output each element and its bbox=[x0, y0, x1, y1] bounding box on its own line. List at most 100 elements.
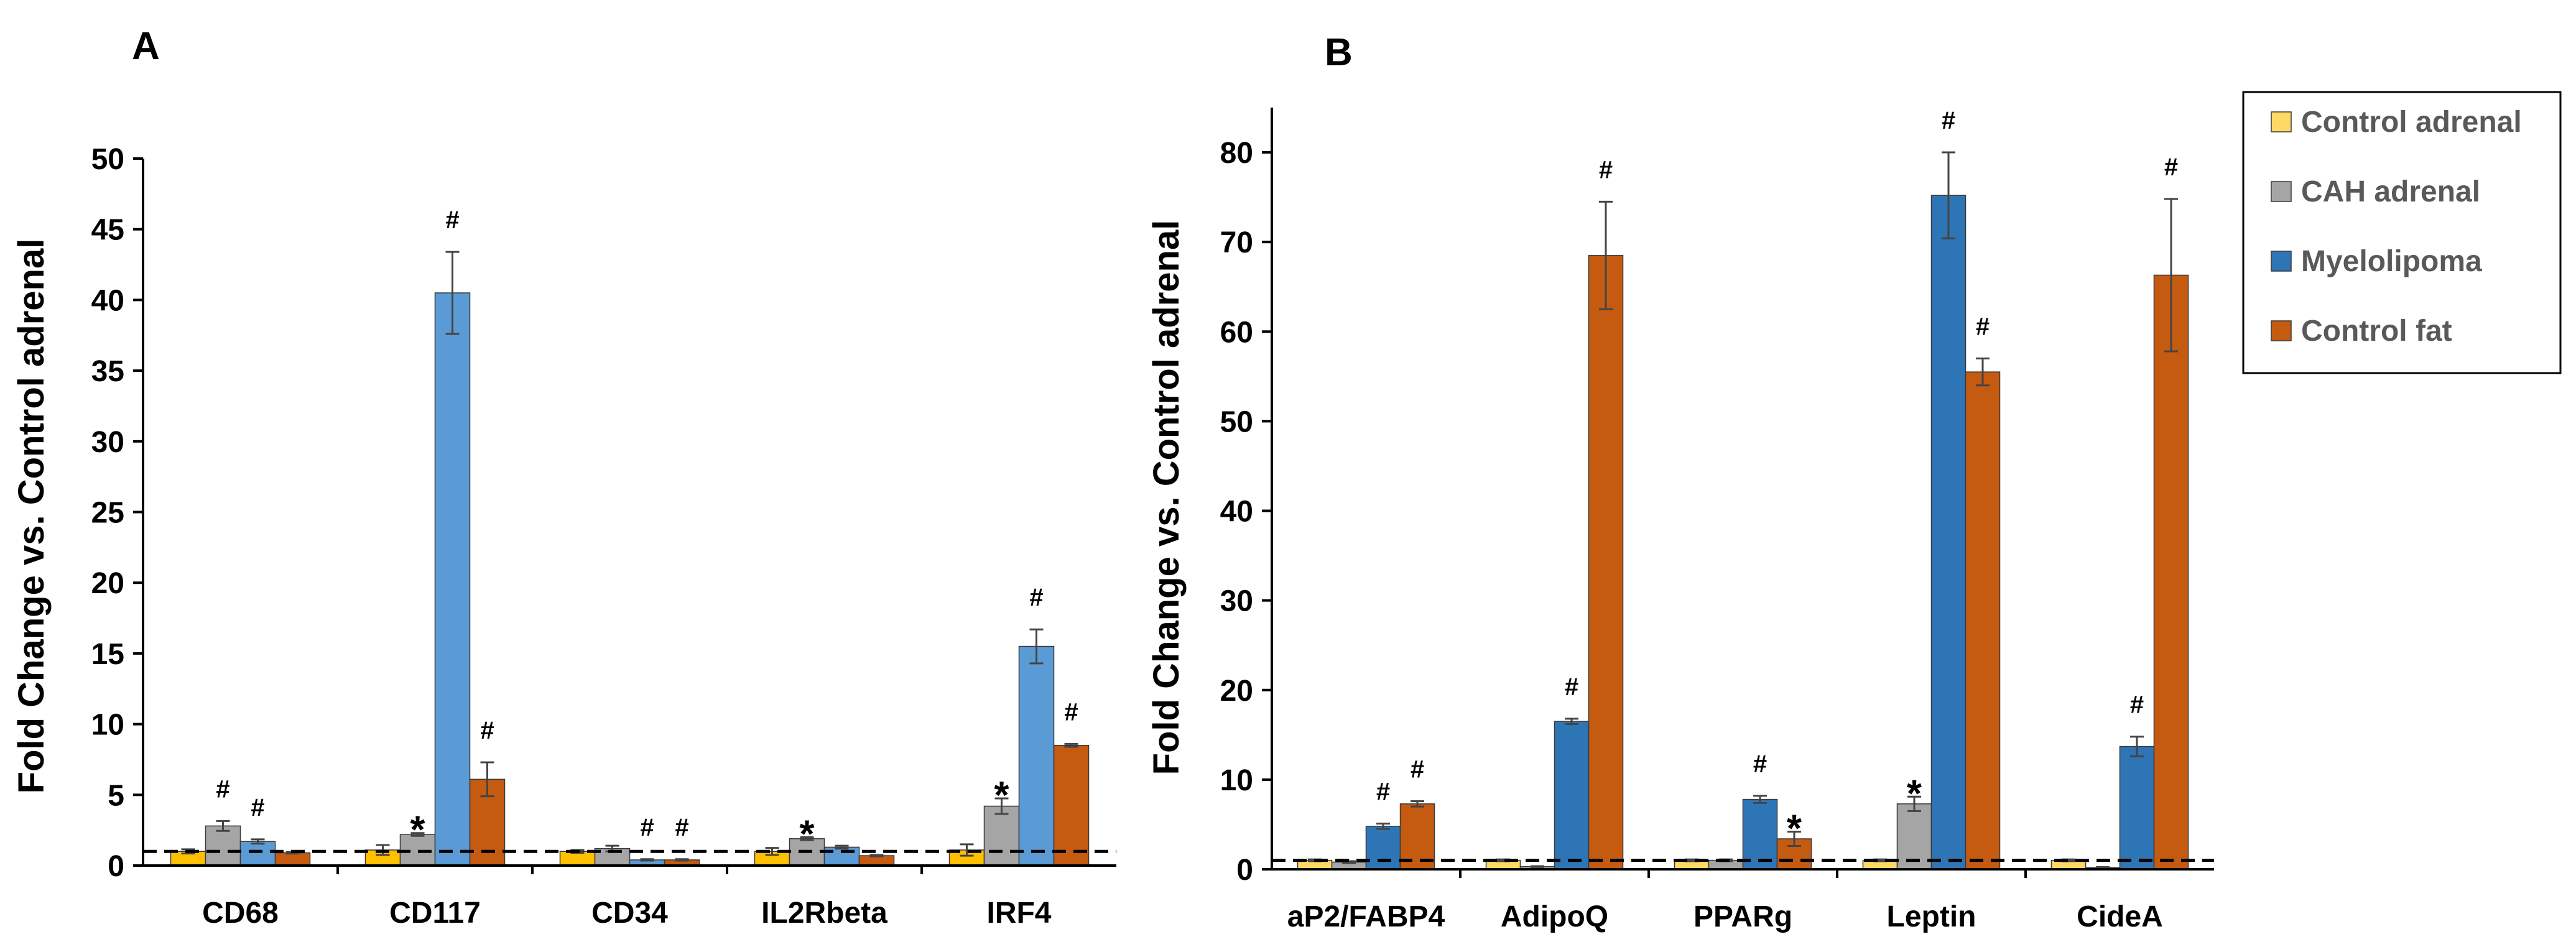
b-error-bar-pparg-control-fat bbox=[1787, 830, 1801, 848]
a-annotation-irf4-myelolipoma: # bbox=[1029, 584, 1043, 611]
a-y-tick-label: 10 bbox=[91, 709, 124, 742]
a-error-bar-irf4-control-adrenal bbox=[960, 843, 974, 857]
b-bar-ap2-fabp4-myelolipoma bbox=[1365, 826, 1401, 870]
b-y-tick-label: 60 bbox=[1220, 316, 1253, 349]
b-error-bar-adipoq-cah-adrenal bbox=[1531, 865, 1544, 868]
legend-label-myelolipoma: Myelolipoma bbox=[2301, 245, 2482, 278]
b-annotation-pparg-control-fat: * bbox=[1787, 807, 1802, 850]
a-error-bar-il2rbeta-cah-adrenal bbox=[800, 836, 814, 841]
panel-a-bars bbox=[170, 292, 1090, 866]
a-error-bar-cd117-control-fat bbox=[480, 761, 494, 798]
b-annotation-adipoq-myelolipoma: # bbox=[1565, 673, 1578, 701]
b-annotation-adipoq-control-fat: # bbox=[1599, 156, 1613, 183]
legend-swatch-control-adrenal bbox=[2271, 111, 2292, 132]
legend-label-control-adrenal: Control adrenal bbox=[2301, 106, 2522, 139]
legend-swatch-myelolipoma bbox=[2271, 251, 2292, 272]
b-y-tick-label: 20 bbox=[1220, 675, 1253, 708]
legend-swatch-cah-adrenal bbox=[2271, 181, 2292, 202]
panel-b-y-axis-title: Fold Change vs. Control adrenal bbox=[1146, 220, 1187, 775]
a-category-label-cd68: CD68 bbox=[202, 897, 279, 930]
a-bar-irf4-cah-adrenal bbox=[983, 805, 1020, 866]
a-error-bar-il2rbeta-control-adrenal bbox=[765, 847, 779, 856]
a-category-label-il2rbeta: IL2Rbeta bbox=[761, 897, 887, 930]
a-error-bar-cd117-myelolipoma bbox=[445, 251, 460, 335]
legend-entries: Control adrenal CAH adrenal Myelolipoma Con… bbox=[2271, 106, 2522, 348]
a-error-bar-cd34-myelolipoma bbox=[640, 858, 654, 862]
a-bar-cd68-cah-adrenal bbox=[205, 825, 241, 866]
b-category-label-adipoq: AdipoQ bbox=[1501, 900, 1608, 933]
a-annotation-irf4-cah-adrenal: * bbox=[994, 774, 1009, 817]
a-y-tick-label: 30 bbox=[91, 426, 124, 459]
a-bar-irf4-myelolipoma bbox=[1018, 645, 1055, 866]
a-error-bar-il2rbeta-myelolipoma bbox=[835, 844, 849, 850]
b-error-bar-adipoq-myelolipoma bbox=[1565, 718, 1578, 726]
a-error-bar-irf4-myelolipoma bbox=[1029, 628, 1044, 665]
a-y-tick-label: 45 bbox=[91, 214, 124, 247]
panel-b-annotations: # # # # # * * # # # # bbox=[1376, 107, 2178, 850]
b-bar-adipoq-control-fat bbox=[1588, 255, 1624, 870]
b-error-bar-leptin-cah-adrenal bbox=[1907, 795, 1921, 812]
a-y-tick-label: 35 bbox=[91, 355, 124, 388]
panel-b-y-ticks: 0 10 20 30 40 50 60 70 80 bbox=[1220, 137, 1272, 887]
b-error-bar-leptin-myelolipoma bbox=[1942, 151, 1955, 239]
b-bar-adipoq-myelolipoma bbox=[1554, 721, 1590, 870]
a-error-bar-cd117-cah-adrenal bbox=[410, 832, 425, 837]
b-annotation-leptin-myelolipoma: # bbox=[1942, 107, 1955, 134]
b-bar-leptin-myelolipoma bbox=[1930, 195, 1967, 870]
panel-a-y-axis-title: Fold Change vs. Control adrenal bbox=[11, 239, 52, 794]
b-category-label-cidea: CideA bbox=[2077, 900, 2163, 933]
a-annotation-cd117-myelolipoma: # bbox=[445, 206, 459, 234]
panel-b-bars bbox=[1297, 195, 2189, 870]
a-bar-cd68-myelolipoma bbox=[239, 841, 276, 866]
a-error-bar-cd34-control-fat bbox=[675, 858, 689, 862]
legend-frame bbox=[2242, 91, 2562, 374]
b-bar-cidea-control-fat bbox=[2153, 274, 2189, 870]
a-annotation-il2rbeta-cah-adrenal: * bbox=[799, 813, 815, 856]
a-error-bar-cd68-myelolipoma bbox=[251, 838, 265, 845]
a-category-label-cd34: CD34 bbox=[591, 897, 668, 930]
b-error-bar-adipoq-control-fat bbox=[1599, 200, 1613, 310]
b-annotation-cidea-myelolipoma: # bbox=[2130, 691, 2144, 719]
b-bar-leptin-control-fat bbox=[1965, 371, 2001, 870]
a-bar-irf4-control-fat bbox=[1053, 744, 1090, 866]
b-y-tick-label: 70 bbox=[1220, 226, 1253, 259]
b-category-label-pparg: PPARg bbox=[1693, 900, 1792, 933]
legend-label-cah-adrenal: CAH adrenal bbox=[2301, 175, 2480, 208]
legend-swatch-control-fat bbox=[2271, 320, 2292, 341]
a-error-bar-cd68-cah-adrenal bbox=[216, 820, 230, 832]
a-annotation-cd117-control-fat: # bbox=[480, 717, 494, 744]
a-annotation-cd34-myelolipoma: # bbox=[640, 814, 654, 841]
a-bar-cd117-myelolipoma bbox=[434, 292, 471, 866]
a-error-bar-il2rbeta-control-fat bbox=[869, 854, 884, 857]
a-bar-cd68-control-fat bbox=[274, 852, 311, 866]
panel-b: B Fold Change vs. Control adrenal # # # # # *… bbox=[1146, 31, 2214, 933]
legend: Control adrenal CAH adrenal Myelolipoma Con… bbox=[2242, 91, 2562, 374]
panel-a-axes bbox=[142, 159, 1116, 867]
panel-b-category-labels: aP2/FABP4 AdipoQ PPARg Leptin CideA bbox=[1287, 869, 2163, 933]
a-annotation-cd117-cah-adrenal: * bbox=[410, 809, 425, 852]
panel-b-error-bars bbox=[1308, 151, 2178, 869]
panel-b-axes bbox=[1271, 108, 2214, 871]
a-y-tick-label: 50 bbox=[91, 143, 124, 176]
b-y-tick-label: 10 bbox=[1220, 764, 1253, 797]
b-bar-pparg-myelolipoma bbox=[1742, 798, 1778, 870]
panel-a-annotations: # # * # # # # * * # # bbox=[216, 206, 1078, 856]
b-y-tick-label: 80 bbox=[1220, 137, 1253, 170]
a-error-bar-irf4-control-fat bbox=[1064, 742, 1078, 748]
b-annotation-ap2-fabp4-control-fat: # bbox=[1411, 755, 1424, 783]
b-category-label-ap2-fabp4: aP2/FABP4 bbox=[1287, 900, 1445, 933]
b-error-bar-cidea-myelolipoma bbox=[2130, 736, 2144, 757]
a-y-tick-label: 25 bbox=[91, 497, 124, 530]
a-y-tick-label: 40 bbox=[91, 284, 124, 317]
b-annotation-ap2-fabp4-myelolipoma: # bbox=[1376, 778, 1390, 806]
b-y-tick-label: 40 bbox=[1220, 496, 1253, 529]
b-annotation-leptin-control-fat: # bbox=[1976, 313, 1990, 341]
b-y-tick-label: 30 bbox=[1220, 585, 1253, 618]
a-annotation-irf4-control-fat: # bbox=[1064, 698, 1078, 726]
b-annotation-cidea-control-fat: # bbox=[2164, 154, 2178, 181]
a-y-tick-label: 5 bbox=[108, 779, 124, 812]
panel-a-category-labels: CD68 CD117 CD34 IL2Rbeta IRF4 bbox=[202, 866, 1052, 930]
a-error-bar-irf4-cah-adrenal bbox=[994, 797, 1009, 815]
b-y-tick-label: 50 bbox=[1220, 405, 1253, 438]
panel-b-label: B bbox=[1325, 31, 1353, 74]
